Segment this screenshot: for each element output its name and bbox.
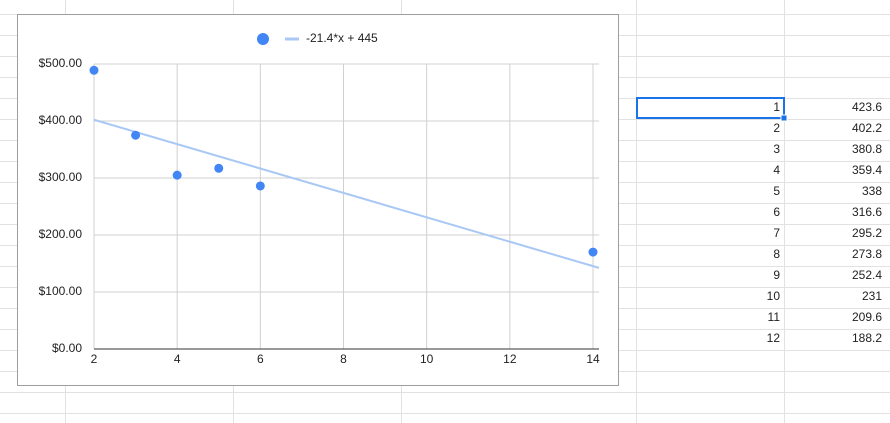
point [89, 65, 99, 75]
chart-frame[interactable] [17, 14, 619, 386]
cell: 209.6 [852, 310, 882, 324]
cell: 8 [773, 247, 780, 261]
x-tick-label: 2 [91, 352, 98, 366]
cell: 2 [773, 121, 780, 135]
y-tick-label: $0.00 [52, 341, 82, 355]
cell: 338 [862, 184, 882, 198]
fill-handle[interactable] [780, 114, 788, 122]
cell: 231 [862, 289, 882, 303]
cell: 423.6 [852, 100, 882, 114]
cell: 380.8 [852, 142, 882, 156]
cell: 316.6 [852, 205, 882, 219]
cell: 6 [773, 205, 780, 219]
point [255, 181, 265, 191]
cell: 188.2 [852, 331, 882, 345]
cell: 10 [767, 289, 781, 303]
legend-marker [257, 33, 269, 45]
x-tick-label: 8 [340, 352, 347, 366]
legend-label: -21.4*x + 445 [306, 31, 378, 45]
trendline [93, 118, 600, 269]
point [172, 170, 182, 180]
cell: 402.2 [852, 121, 882, 135]
chart: $0.00 $100.00 $200.00 $300.00 $400.00 $500.00… [39, 31, 600, 366]
table: 1 423.6 2 402.2 3 380.8 4 359.4 5 338 6 316.6 7 295.2… [767, 100, 883, 345]
point [131, 130, 141, 140]
cell: 252.4 [852, 268, 882, 282]
point [588, 247, 598, 257]
cell: 7 [773, 226, 780, 240]
cell: 4 [773, 163, 780, 177]
x-tick-label: 12 [503, 352, 517, 366]
cell: 1 [773, 100, 780, 114]
y-tick-label: $400.00 [39, 113, 83, 127]
cell: 3 [773, 142, 780, 156]
cell: 12 [767, 331, 781, 345]
cell: 5 [773, 184, 780, 198]
point [214, 163, 224, 173]
cell: 295.2 [852, 226, 882, 240]
x-tick-label: 10 [420, 352, 434, 366]
y-tick-label: $200.00 [39, 227, 83, 241]
y-tick-label: $500.00 [39, 56, 83, 70]
x-tick-label: 4 [174, 352, 181, 366]
x-tick-label: 14 [586, 352, 600, 366]
x-tick-label: 6 [257, 352, 264, 366]
cell: 273.8 [852, 247, 882, 261]
cell: 11 [768, 310, 781, 324]
cell: 359.4 [852, 163, 882, 177]
cell: 9 [773, 268, 780, 282]
y-tick-label: $300.00 [39, 170, 83, 184]
selected-cell[interactable] [636, 97, 785, 119]
y-tick-label: $100.00 [39, 284, 83, 298]
